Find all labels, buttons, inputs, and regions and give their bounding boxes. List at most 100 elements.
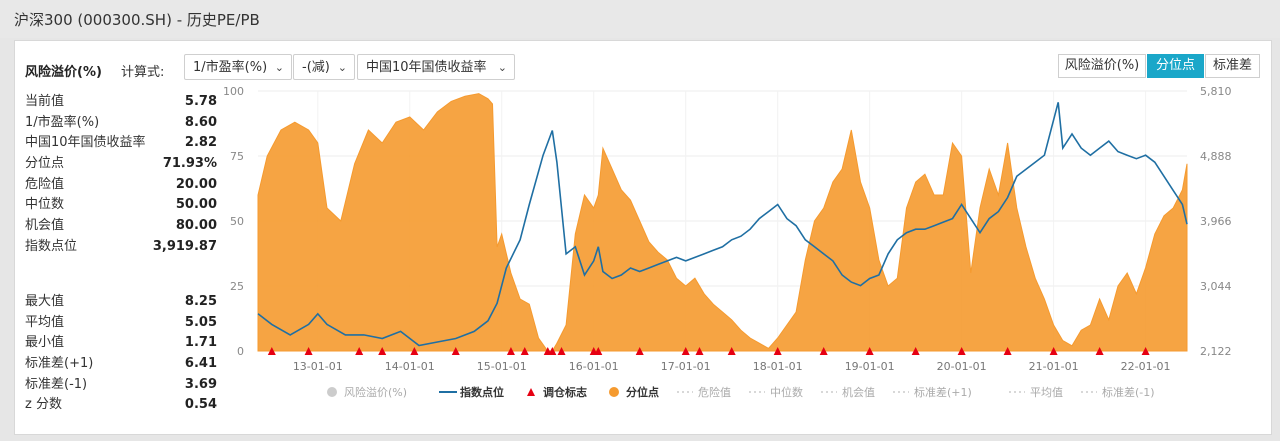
rebalance-marker: [911, 347, 920, 355]
stat-value: 1.71: [184, 335, 217, 351]
stat-row: 指数点位 3,919.87: [25, 237, 217, 258]
operator-select-value: -(减): [302, 60, 330, 75]
rebalance-marker: [773, 347, 782, 355]
stat-row: 1/市盈率(%) 8.60: [25, 113, 217, 134]
stat-label: 机会值: [25, 218, 65, 234]
stat-label: 当前值: [25, 94, 65, 109]
rebalance-marker: [410, 347, 419, 355]
tab-percentile-label: 分位点: [1155, 58, 1195, 73]
stat-row: z 分数 0.54: [25, 395, 217, 416]
stat-row: 标准差(-1) 3.69: [25, 375, 217, 396]
rebalance-marker: [267, 347, 276, 355]
rebalance-marker: [594, 347, 603, 355]
stat-value: 6.41: [184, 356, 217, 372]
y-left-tick-label: 50: [230, 215, 244, 228]
stat-value: 71.93%: [162, 156, 217, 172]
rebalance-marker: [304, 347, 313, 355]
stat-label: 标准差(-1): [25, 376, 88, 392]
denominator-select[interactable]: 中国10年国债收益率 ⌄: [357, 54, 515, 80]
legend-label: 指数点位: [460, 385, 504, 399]
stat-row: 平均值 5.05: [25, 313, 217, 334]
stat-label: 分位点: [25, 156, 65, 172]
y-right-tick-label: 2,122: [1200, 345, 1232, 358]
legend-label: 调仓标志: [543, 385, 587, 399]
stat-value: 8.60: [184, 114, 217, 130]
chevron-down-icon: ⌄: [274, 61, 284, 74]
legend-label: 机会值: [842, 385, 875, 399]
tab-percentile[interactable]: 分位点: [1147, 54, 1204, 78]
legend-label: 中位数: [770, 385, 803, 399]
stat-label: 平均值: [25, 314, 65, 330]
y-left-tick-label: 25: [230, 280, 244, 293]
legend-label: 危险值: [698, 385, 731, 399]
stat-value: 2.82: [184, 135, 217, 151]
stat-label: 指数点位: [25, 238, 78, 254]
x-tick-label: 18-01-01: [753, 360, 803, 373]
index-line: [257, 102, 1188, 347]
window-titlebar: 沪深300 (000300.SH) - 历史PE/PB: [0, 0, 1280, 38]
stat-row: 中国10年国债收益率 2.82: [25, 133, 217, 154]
stat-row: 机会值 80.00: [25, 216, 217, 237]
rebalance-marker: [548, 347, 557, 355]
x-tick-label: 17-01-01: [661, 360, 711, 373]
rebalance-marker: [557, 347, 566, 355]
stat-value: 20.00: [175, 176, 217, 192]
rebalance-marker: [727, 347, 736, 355]
rebalance-marker: [681, 347, 690, 355]
chevron-down-icon: ⌄: [497, 61, 507, 74]
y-left-tick-label: 0: [237, 345, 244, 358]
rebalance-marker: [1141, 347, 1150, 355]
legend-label: 标准差(-1): [1102, 385, 1155, 399]
stat-row: 标准差(+1) 6.41: [25, 354, 217, 375]
rebalance-marker: [355, 347, 364, 355]
rebalance-marker: [506, 347, 515, 355]
stat-row: 中位数 50.00: [25, 195, 217, 216]
rebalance-marker: [1003, 347, 1012, 355]
legend-marker: [609, 387, 619, 397]
page-title: 沪深300 (000300.SH) - 历史PE/PB: [14, 11, 260, 29]
y-right-tick-label: 4,888: [1200, 150, 1232, 163]
stat-label: 中国10年国债收益率: [25, 135, 146, 151]
stat-value: 0.54: [184, 397, 217, 413]
rebalance-marker: [957, 347, 966, 355]
legend-marker: [527, 388, 535, 396]
rebalance-marker: [1095, 347, 1104, 355]
rebalance-marker: [695, 347, 704, 355]
percentile-area: [257, 93, 1188, 352]
stat-row: 分位点 71.93%: [25, 154, 217, 175]
y-right-tick-label: 3,966: [1200, 215, 1232, 228]
stat-label: 1/市盈率(%): [25, 114, 100, 130]
metric-label: 风险溢价(%): [25, 65, 102, 80]
stat-value: 3.69: [184, 376, 217, 392]
stat-value: 5.05: [184, 314, 217, 330]
x-tick-label: 16-01-01: [569, 360, 619, 373]
y-left-tick-label: 100: [223, 85, 244, 98]
x-tick-label: 14-01-01: [385, 360, 435, 373]
operator-select[interactable]: -(减) ⌄: [293, 54, 355, 80]
x-tick-label: 21-01-01: [1029, 360, 1079, 373]
stat-label: 最大值: [25, 294, 65, 309]
stat-value: 5.78: [184, 94, 217, 109]
stat-row: 危险值 20.00: [25, 175, 217, 196]
denominator-select-value: 中国10年国债收益率: [366, 60, 487, 75]
rebalance-marker: [1049, 347, 1058, 355]
stat-row: 最大值 8.25: [25, 292, 217, 313]
stat-value: 50.00: [175, 197, 217, 213]
rebalance-marker: [378, 347, 387, 355]
stat-value: 3,919.87: [152, 238, 217, 254]
legend-marker: [327, 387, 337, 397]
legend-label: 标准差(+1): [914, 385, 972, 399]
tab-risk-premium[interactable]: 风险溢价(%): [1058, 54, 1146, 78]
rebalance-marker: [819, 347, 828, 355]
stat-label: 危险值: [25, 176, 65, 192]
numerator-select[interactable]: 1/市盈率(%) ⌄: [184, 54, 292, 80]
stat-label: 最小值: [25, 335, 65, 351]
formula-label: 计算式:: [121, 65, 165, 80]
tab-std-dev[interactable]: 标准差: [1205, 54, 1260, 78]
rebalance-marker: [520, 347, 529, 355]
rebalance-marker: [865, 347, 874, 355]
x-tick-label: 22-01-01: [1121, 360, 1171, 373]
numerator-select-value: 1/市盈率(%): [193, 60, 268, 75]
y-left-tick-label: 75: [230, 150, 244, 163]
